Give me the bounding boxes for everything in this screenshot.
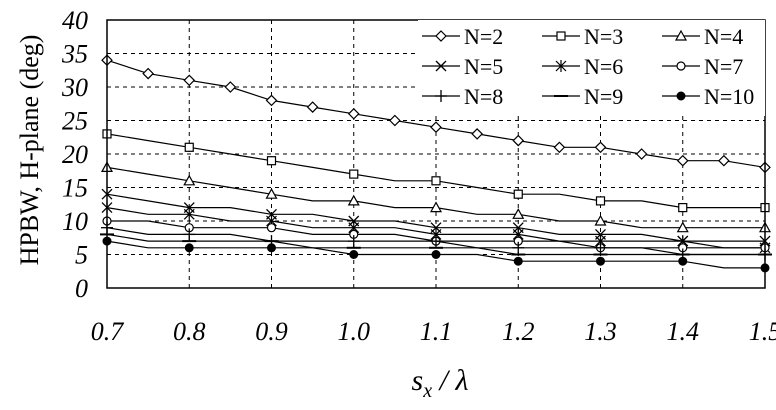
data-point: [430, 121, 442, 134]
data-point: [183, 174, 196, 186]
x-tick-label: 1.3: [584, 317, 617, 346]
x-axis-label-main: s: [412, 364, 424, 397]
x-axis-label: sx / λ: [412, 364, 469, 402]
data-point: [184, 243, 194, 253]
legend-label: N=7: [704, 54, 743, 79]
legend-marker: [556, 31, 566, 41]
legend-marker: [435, 30, 447, 42]
data-point: [306, 101, 319, 113]
y-axis-label: HPBW, H-plane (deg): [15, 35, 44, 266]
data-point: [267, 243, 276, 253]
x-axis-label-tail: / λ: [432, 364, 468, 397]
data-point: [513, 256, 523, 266]
data-point: [596, 256, 605, 266]
x-tick-label: 1.0: [338, 317, 371, 346]
data-point: [429, 201, 443, 213]
series-n-4: [100, 161, 772, 233]
data-point: [389, 114, 401, 127]
x-axis-label-sub: x: [422, 380, 432, 402]
data-point: [349, 250, 359, 259]
series-n-9: [100, 233, 772, 256]
legend-label: N=3: [584, 24, 623, 49]
data-point: [266, 156, 277, 166]
data-point: [718, 154, 730, 167]
legend-label: N=6: [584, 54, 623, 79]
y-tick-label: 25: [62, 107, 88, 136]
legend-label: N=5: [464, 54, 503, 79]
y-tick-label: 30: [61, 73, 88, 102]
data-point: [266, 223, 277, 233]
data-point: [676, 221, 689, 233]
data-point: [512, 208, 525, 219]
x-tick-label: 1.4: [667, 317, 700, 346]
legend-label: N=4: [704, 24, 743, 49]
data-point: [513, 189, 523, 199]
x-tick-labels: 0.7 0.8 0.9 1.0 1.1 1.2 1.3 1.4 1.5: [91, 317, 776, 346]
data-point: [184, 142, 194, 152]
data-point: [430, 235, 442, 248]
data-point: [142, 67, 154, 80]
x-tick-label: 0.7: [91, 317, 125, 346]
data-point: [183, 74, 196, 87]
data-point: [678, 203, 688, 213]
x-tick-label: 1.1: [420, 317, 453, 346]
data-point: [265, 187, 278, 199]
y-tick-label: 40: [62, 6, 88, 35]
data-point: [594, 214, 607, 226]
y-tick-label: 5: [75, 241, 88, 270]
data-point: [595, 196, 606, 206]
legend: N=2 N=3 N=4 N=5 N=6 N=7 N=8 N=9 N=10: [418, 20, 765, 116]
x-tick-label: 0.8: [173, 317, 206, 346]
data-point: [183, 228, 196, 241]
data-point: [512, 241, 525, 254]
y-tick-label: 0: [75, 274, 88, 303]
legend-marker: [435, 60, 447, 72]
data-point: [471, 128, 483, 140]
legend-label: N=8: [464, 84, 503, 109]
legend-marker: [676, 61, 686, 71]
legend-marker: [676, 91, 686, 101]
data-point: [553, 141, 566, 154]
legend-label: N=10: [704, 84, 754, 109]
data-point: [678, 256, 688, 266]
legend-label: N=9: [584, 84, 623, 109]
data-point: [594, 241, 607, 254]
legend-marker: [674, 29, 688, 41]
data-point: [431, 176, 441, 186]
data-point: [512, 134, 525, 147]
legend-marker: [435, 90, 447, 102]
x-tick-label: 1.2: [502, 317, 535, 346]
y-tick-label: 15: [62, 174, 88, 203]
data-point: [347, 194, 360, 206]
data-point: [265, 94, 278, 107]
y-tick-label: 10: [62, 207, 88, 236]
y-tick-labels: 0 5 10 15 20 25 30 35 40: [61, 6, 88, 303]
legend-marker: [555, 60, 567, 72]
data-point: [594, 141, 607, 154]
data-point: [347, 107, 360, 120]
y-tick-label: 20: [62, 140, 88, 169]
data-point: [431, 250, 441, 259]
legend-background: [418, 20, 765, 116]
data-point: [349, 169, 359, 179]
x-tick-label: 0.9: [255, 317, 288, 346]
data-point: [183, 208, 195, 221]
data-point: [347, 235, 360, 248]
data-point: [224, 81, 237, 93]
legend-label: N=2: [464, 24, 503, 49]
x-tick-label: 1.5: [749, 317, 776, 346]
y-tick-label: 35: [61, 40, 88, 69]
data-point: [676, 154, 689, 167]
data-point: [635, 148, 648, 160]
